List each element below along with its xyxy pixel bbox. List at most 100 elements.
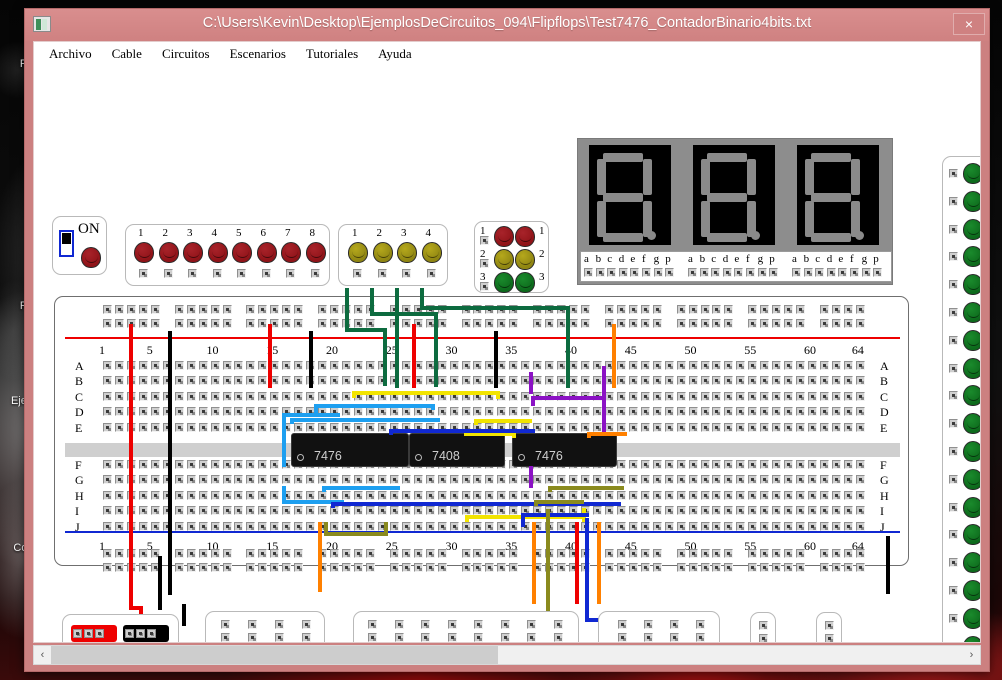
breadboard-hole[interactable] — [222, 506, 232, 516]
breadboard-hole[interactable] — [616, 376, 626, 386]
green-led-hole[interactable] — [949, 335, 958, 345]
breadboard-hole[interactable] — [604, 521, 614, 531]
breadboard-hole[interactable] — [760, 407, 770, 417]
power-rail-hole[interactable] — [473, 319, 483, 328]
breadboard-hole[interactable] — [843, 407, 853, 417]
breadboard-hole[interactable] — [604, 506, 614, 516]
breadboard-hole[interactable] — [138, 407, 148, 417]
breadboard-hole[interactable] — [533, 407, 543, 417]
toggle-switch-hole[interactable] — [474, 633, 483, 642]
power-rail-hole[interactable] — [174, 305, 184, 314]
wire-olive[interactable] — [384, 522, 388, 536]
breadboard-hole[interactable] — [604, 391, 614, 401]
breadboard-hole[interactable] — [712, 361, 722, 370]
toggle-switch-hole[interactable] — [248, 633, 257, 642]
seven-segment-pin-hole[interactable] — [711, 268, 721, 277]
breadboard-hole[interactable] — [401, 521, 411, 531]
breadboard-hole[interactable] — [628, 422, 638, 432]
breadboard-hole[interactable] — [616, 361, 626, 370]
power-rail-hole[interactable] — [437, 549, 447, 558]
green-led[interactable] — [963, 580, 980, 601]
power-rail-hole[interactable] — [485, 319, 495, 328]
seven-segment-pin-hole[interactable] — [699, 268, 709, 277]
breadboard-hole[interactable] — [712, 490, 722, 500]
power-rail-hole[interactable] — [413, 549, 423, 558]
breadboard-hole[interactable] — [676, 407, 686, 417]
breadboard-hole[interactable] — [473, 490, 483, 500]
breadboard-hole[interactable] — [712, 391, 722, 401]
breadboard-hole[interactable] — [461, 475, 471, 485]
breadboard-hole[interactable] — [198, 391, 208, 401]
breadboard-hole[interactable] — [222, 361, 232, 370]
power-rail-hole[interactable] — [174, 549, 184, 558]
breadboard-hole[interactable] — [569, 376, 579, 386]
power-rail-hole[interactable] — [103, 319, 112, 328]
breadboard-hole[interactable] — [569, 490, 579, 500]
power-rail-hole[interactable] — [210, 549, 220, 558]
power-rail-hole[interactable] — [640, 319, 650, 328]
breadboard-hole[interactable] — [246, 506, 256, 516]
seven-segment-pin-hole[interactable] — [826, 268, 836, 277]
breadboard-hole[interactable] — [748, 376, 758, 386]
breadboard-hole[interactable] — [843, 422, 853, 432]
power-rail-hole[interactable] — [748, 319, 758, 328]
breadboard-hole[interactable] — [628, 521, 638, 531]
breadboard-hole[interactable] — [784, 521, 794, 531]
breadboard-hole[interactable] — [425, 521, 435, 531]
breadboard-hole[interactable] — [616, 490, 626, 500]
breadboard-hole[interactable] — [616, 460, 626, 469]
breadboard-hole[interactable] — [353, 475, 363, 485]
breadboard-hole[interactable] — [306, 391, 316, 401]
yellow-led-hole[interactable] — [377, 269, 387, 278]
breadboard-hole[interactable] — [581, 376, 590, 386]
wire-yellow[interactable] — [496, 391, 500, 399]
breadboard-hole[interactable] — [509, 521, 519, 531]
power-rail-hole[interactable] — [796, 563, 806, 572]
breadboard-hole[interactable] — [365, 521, 375, 531]
power-rail-hole[interactable] — [772, 305, 782, 314]
breadboard-hole[interactable] — [820, 521, 829, 531]
power-rail-hole[interactable] — [628, 319, 638, 328]
toggle-switch-hole[interactable] — [527, 633, 536, 642]
breadboard-hole[interactable] — [736, 391, 746, 401]
breadboard-hole[interactable] — [808, 475, 818, 485]
breadboard-hole[interactable] — [258, 475, 268, 485]
power-rail-hole[interactable] — [198, 319, 208, 328]
yellow-led[interactable] — [421, 242, 442, 263]
green-led-hole[interactable] — [949, 280, 958, 290]
wire-cyan[interactable] — [282, 486, 286, 504]
breadboard-hole[interactable] — [449, 376, 459, 386]
green-led[interactable] — [963, 329, 980, 351]
breadboard-hole[interactable] — [712, 376, 722, 386]
breadboard-hole[interactable] — [592, 506, 602, 516]
title-bar[interactable]: C:\Users\Kevin\Desktop\EjemplosDeCircuit… — [25, 9, 989, 41]
breadboard-hole[interactable] — [294, 506, 304, 516]
horizontal-scrollbar[interactable]: ‹ › — [33, 645, 981, 665]
power-rail-hole[interactable] — [688, 319, 698, 328]
wire-green[interactable] — [420, 306, 570, 310]
breadboard-hole[interactable] — [509, 506, 519, 516]
power-rail-hole[interactable] — [282, 549, 292, 558]
ic-chip-7476-2[interactable]: 7476 — [512, 433, 617, 467]
breadboard-hole[interactable] — [198, 506, 208, 516]
wire-orange[interactable] — [612, 324, 616, 388]
breadboard-hole[interactable] — [318, 376, 328, 386]
breadboard-hole[interactable] — [664, 460, 674, 469]
breadboard-hole[interactable] — [736, 506, 746, 516]
wire-green[interactable] — [370, 288, 374, 316]
breadboard-hole[interactable] — [688, 391, 698, 401]
breadboard-hole[interactable] — [855, 521, 865, 531]
red-led-hole[interactable] — [163, 269, 173, 278]
power-rail-hole[interactable] — [222, 563, 232, 572]
breadboard-hole[interactable] — [855, 475, 865, 485]
power-rail-hole[interactable] — [473, 549, 483, 558]
breadboard-hole[interactable] — [330, 376, 340, 386]
power-rail-hole[interactable] — [616, 549, 626, 558]
power-rail-hole[interactable] — [210, 563, 220, 572]
breadboard-hole[interactable] — [485, 490, 495, 500]
wire-purple[interactable] — [602, 366, 606, 436]
breadboard-hole[interactable] — [616, 407, 626, 417]
breadboard-hole[interactable] — [676, 376, 686, 386]
breadboard-hole[interactable] — [808, 391, 818, 401]
breadboard-hole[interactable] — [569, 475, 579, 485]
